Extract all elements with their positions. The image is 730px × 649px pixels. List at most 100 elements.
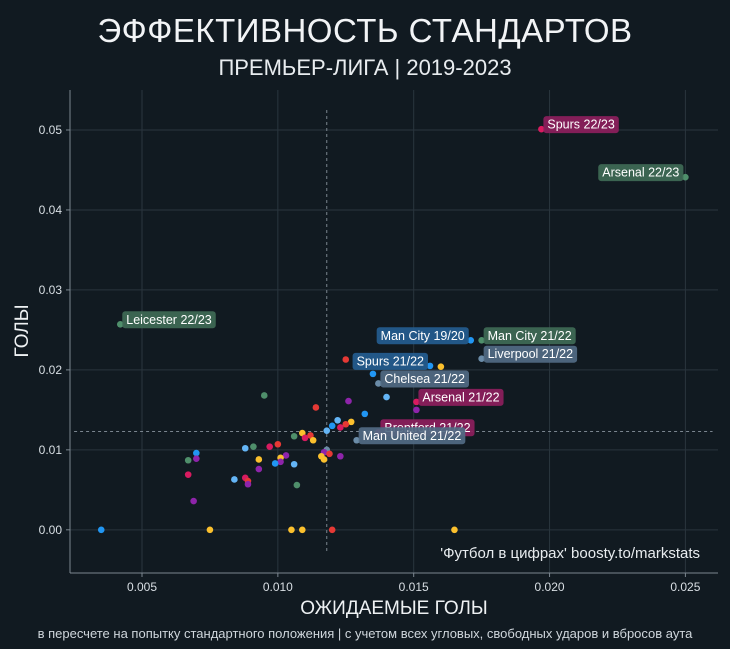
point-label-text: Leicester 22/23	[126, 313, 212, 327]
labeled-scatter-point	[426, 362, 434, 370]
scatter-point	[299, 526, 306, 534]
point-label-box	[352, 352, 428, 370]
point-label-text: Man United 21/22	[363, 429, 462, 443]
x-tick-label: 0.005	[127, 580, 157, 594]
point-label: Arsenal 22/23	[598, 164, 684, 182]
labeled-scatter-point	[478, 336, 485, 344]
labeled-scatter-point	[538, 125, 545, 133]
scatter-point	[451, 526, 458, 534]
point-label-box	[483, 345, 578, 363]
point-label-text: Arsenal 21/22	[422, 390, 499, 404]
x-tick-label: 0.025	[670, 580, 700, 594]
data-points	[97, 125, 689, 534]
point-label-box	[358, 427, 466, 445]
point-label-box	[122, 311, 216, 329]
footer-note: в пересчете на попытку стандартного поло…	[37, 626, 693, 641]
scatter-point	[323, 427, 331, 434]
scatter-point	[288, 526, 295, 534]
scatter-point	[293, 481, 301, 489]
point-label: Spurs 22/23	[543, 116, 619, 134]
chart-title: ЭФФЕКТИВНОСТЬ СТАНДАРТОВ	[97, 12, 633, 49]
scatter-point	[309, 436, 317, 444]
y-tick-label: 0.04	[39, 203, 63, 217]
scatter-point	[334, 416, 341, 424]
labeled-scatter-point	[116, 321, 124, 328]
y-tick-label: 0.01	[39, 443, 63, 457]
point-label-text: Man City 19/20	[381, 329, 465, 343]
scatter-point	[369, 370, 377, 378]
point-label-box	[380, 370, 470, 388]
labeled-scatter-point	[478, 355, 485, 362]
labeled-scatter-point	[413, 398, 420, 406]
point-label-box	[418, 388, 504, 406]
scatter-point	[190, 497, 197, 505]
scatter-point	[342, 420, 350, 428]
scatter-point	[193, 455, 200, 462]
x-axis-title: ОЖИДАЕМЫЕ ГОЛЫ	[300, 598, 487, 619]
scatter-point	[271, 460, 279, 467]
scatter-point	[345, 397, 352, 405]
point-label: Chelsea 21/22	[380, 370, 470, 388]
labeled-scatter-point	[682, 173, 689, 181]
y-tick-label: 0.03	[39, 283, 63, 297]
x-tick-label: 0.015	[399, 580, 429, 594]
scatter-point	[328, 526, 336, 534]
scatter-point	[282, 452, 290, 459]
point-label-text: Spurs 22/23	[547, 118, 614, 132]
point-label-box	[543, 116, 619, 134]
point-label-text: Man City 21/22	[488, 329, 572, 343]
point-label-text: Spurs 21/22	[357, 354, 424, 368]
scatter-point	[266, 443, 273, 450]
scatter-point	[320, 456, 328, 463]
scatter-point	[193, 449, 200, 457]
scatter-point	[231, 476, 238, 483]
labeled-scatter-point	[467, 336, 475, 344]
scatter-point	[290, 432, 298, 440]
scatter-point	[328, 422, 336, 430]
point-label-text: Chelsea 21/22	[384, 372, 465, 386]
scatter-point	[337, 424, 344, 431]
chart-subtitle: ПРЕМЬЕР-ЛИГА | 2019-2023	[218, 55, 512, 80]
y-tick-label: 0.02	[39, 363, 63, 377]
point-label: Arsenal 21/22	[418, 388, 504, 406]
scatter-point	[274, 440, 282, 448]
labeled-scatter-point	[375, 380, 382, 387]
scatter-point	[206, 526, 214, 534]
scatter-point	[97, 526, 105, 534]
watermark: 'Футбол в цифрах' boosty.to/markstats	[440, 545, 700, 562]
x-tick-label: 0.010	[263, 580, 293, 594]
point-label: Spurs 21/22	[352, 352, 428, 370]
scatter-point	[383, 393, 390, 401]
scatter-point	[326, 450, 333, 458]
scatter-point	[260, 392, 268, 399]
scatter-point	[250, 443, 257, 450]
scatter-point	[299, 429, 306, 437]
y-tick-label: 0.05	[39, 123, 63, 137]
point-labels: Spurs 22/23 Arsenal 22/23 Leicester 22/23 M…	[122, 116, 684, 445]
scatter-point	[244, 480, 252, 488]
point-label-box	[483, 327, 576, 345]
scatter-point	[290, 460, 298, 468]
scatter-point	[307, 432, 314, 439]
point-label-text: Liverpool 21/22	[488, 347, 574, 361]
point-label: Liverpool 21/22	[483, 345, 578, 363]
scatter-point	[241, 444, 249, 452]
y-tick-label: 0.00	[39, 523, 63, 537]
point-label: Leicester 22/23	[122, 311, 216, 329]
scatter-point	[347, 418, 355, 426]
scatter-point	[437, 363, 445, 370]
y-tick-labels: 0.00 0.01 0.02 0.03 0.04 0.05	[39, 123, 63, 537]
scatter-point	[337, 452, 344, 460]
axes-layer	[69, 90, 718, 574]
point-label-box	[376, 327, 469, 345]
labeled-scatter-point	[353, 436, 360, 444]
scatter-point	[312, 404, 320, 411]
scatter-point	[361, 410, 369, 418]
scatter-point	[301, 434, 309, 442]
point-label: Man City 21/22	[483, 327, 576, 345]
scatter-point	[277, 458, 284, 466]
x-tick-label: 0.020	[535, 580, 565, 594]
point-label: Man City 19/20	[376, 327, 469, 345]
scatter-point	[342, 356, 350, 363]
